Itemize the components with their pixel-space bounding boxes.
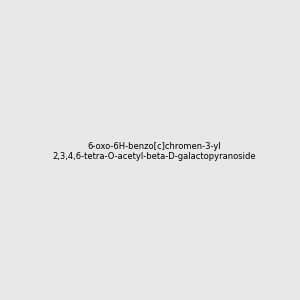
Text: 6-oxo-6H-benzo[c]chromen-3-yl 2,3,4,6-tetra-O-acetyl-beta-D-galactopyranoside: 6-oxo-6H-benzo[c]chromen-3-yl 2,3,4,6-te…	[52, 142, 256, 161]
